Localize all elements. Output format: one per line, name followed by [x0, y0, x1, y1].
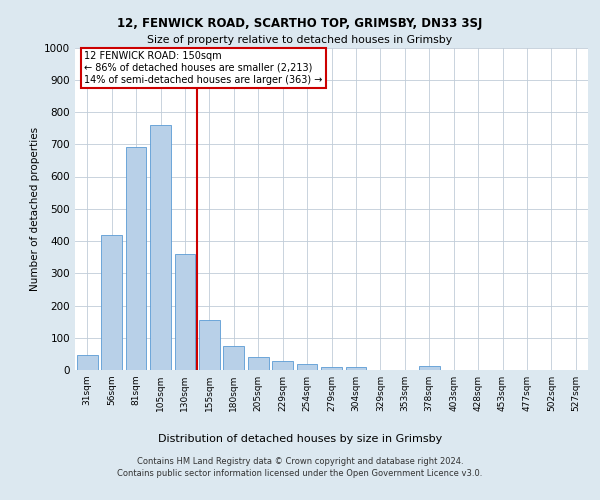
Bar — [272, 362, 293, 370]
Bar — [321, 367, 342, 370]
Text: Distribution of detached houses by size in Grimsby: Distribution of detached houses by size … — [158, 434, 442, 444]
Text: 12 FENWICK ROAD: 150sqm
← 86% of detached houses are smaller (2,213)
14% of semi: 12 FENWICK ROAD: 150sqm ← 86% of detache… — [84, 52, 323, 84]
Bar — [150, 125, 171, 370]
Bar — [346, 367, 367, 370]
Bar — [101, 234, 122, 370]
Bar — [248, 357, 269, 370]
Text: 12, FENWICK ROAD, SCARTHO TOP, GRIMSBY, DN33 3SJ: 12, FENWICK ROAD, SCARTHO TOP, GRIMSBY, … — [118, 18, 482, 30]
Y-axis label: Number of detached properties: Number of detached properties — [30, 126, 40, 291]
Bar — [223, 346, 244, 370]
Bar — [296, 364, 317, 370]
Bar — [125, 148, 146, 370]
Bar — [77, 354, 98, 370]
Bar — [199, 320, 220, 370]
Text: Contains HM Land Registry data © Crown copyright and database right 2024.: Contains HM Land Registry data © Crown c… — [137, 457, 463, 466]
Bar — [419, 366, 440, 370]
Text: Contains public sector information licensed under the Open Government Licence v3: Contains public sector information licen… — [118, 468, 482, 477]
Text: Size of property relative to detached houses in Grimsby: Size of property relative to detached ho… — [148, 35, 452, 45]
Bar — [175, 254, 196, 370]
